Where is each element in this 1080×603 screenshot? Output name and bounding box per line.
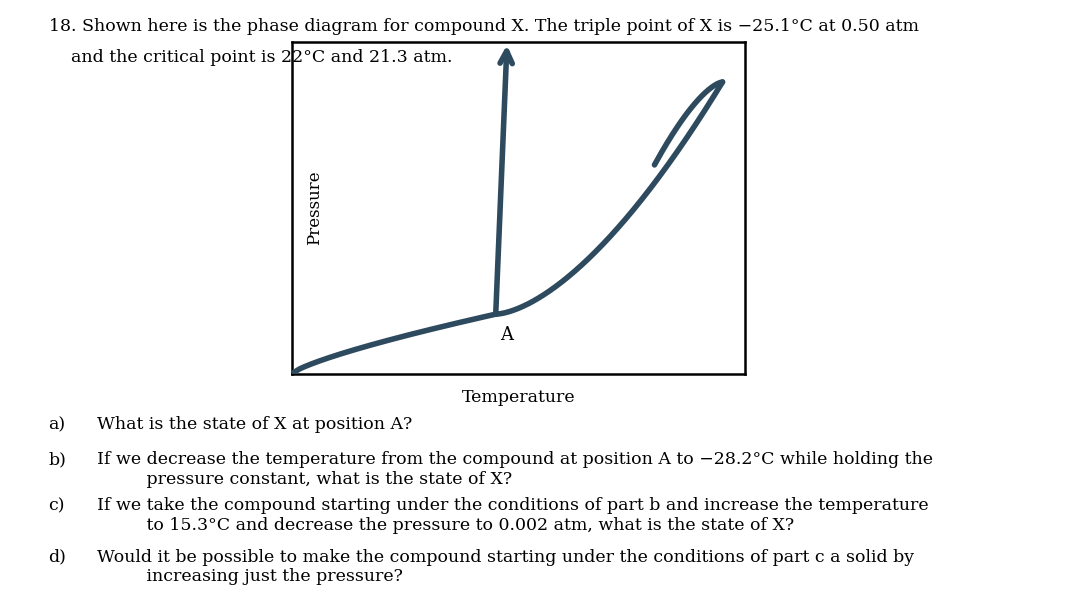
Text: Pressure: Pressure	[306, 171, 323, 245]
Text: a): a)	[49, 416, 66, 433]
Text: What is the state of X at position A?: What is the state of X at position A?	[97, 416, 413, 433]
Text: 18. Shown here is the phase diagram for compound X. The triple point of X is −25: 18. Shown here is the phase diagram for …	[49, 18, 919, 35]
Text: If we decrease the temperature from the compound at position A to −28.2°C while : If we decrease the temperature from the …	[97, 451, 933, 488]
Text: b): b)	[49, 451, 67, 468]
Text: A: A	[500, 326, 514, 344]
Text: and the critical point is 22°C and 21.3 atm.: and the critical point is 22°C and 21.3 …	[49, 49, 453, 66]
Text: Would it be possible to make the compound starting under the conditions of part : Would it be possible to make the compoun…	[97, 549, 915, 586]
Text: If we take the compound starting under the conditions of part b and increase the: If we take the compound starting under t…	[97, 497, 929, 534]
Text: Temperature: Temperature	[461, 389, 576, 406]
Text: c): c)	[49, 497, 65, 514]
Text: d): d)	[49, 549, 67, 566]
